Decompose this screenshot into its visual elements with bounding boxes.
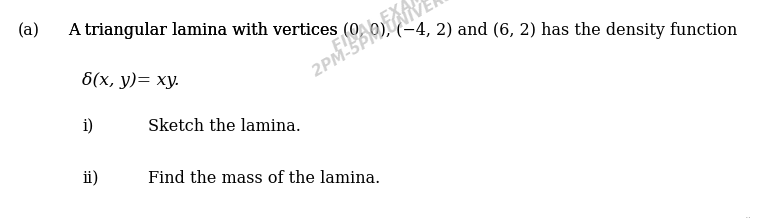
Text: δ(x, y)= xy.: δ(x, y)= xy. bbox=[82, 72, 180, 89]
Text: Sketch the lamina.: Sketch the lamina. bbox=[148, 118, 301, 135]
Text: 2PM-5PM UNIVERSITI MALAYSIA PAHANG: 2PM-5PM UNIVERSITI MALAYSIA PAHANG bbox=[310, 0, 621, 80]
Text: ..: .. bbox=[745, 210, 752, 220]
Text: i): i) bbox=[82, 118, 94, 135]
Text: Find the mass of the lamina.: Find the mass of the lamina. bbox=[148, 170, 380, 187]
Text: FINAL EXAMINATION APPLIED CALCULUS, 8 FEB 202: FINAL EXAMINATION APPLIED CALCULUS, 8 FE… bbox=[330, 0, 721, 55]
Text: A triangular lamina with vertices (0, 0), (−4, 2) and (6, 2) has the density fun: A triangular lamina with vertices (0, 0)… bbox=[68, 22, 737, 39]
Text: A triangular lamina with vertices: A triangular lamina with vertices bbox=[68, 22, 343, 39]
Text: (a): (a) bbox=[18, 22, 40, 39]
Text: ii): ii) bbox=[82, 170, 98, 187]
